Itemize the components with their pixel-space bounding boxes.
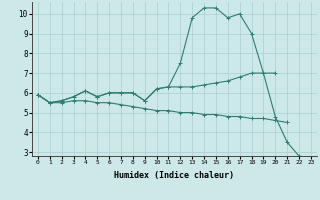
X-axis label: Humidex (Indice chaleur): Humidex (Indice chaleur) xyxy=(115,171,234,180)
